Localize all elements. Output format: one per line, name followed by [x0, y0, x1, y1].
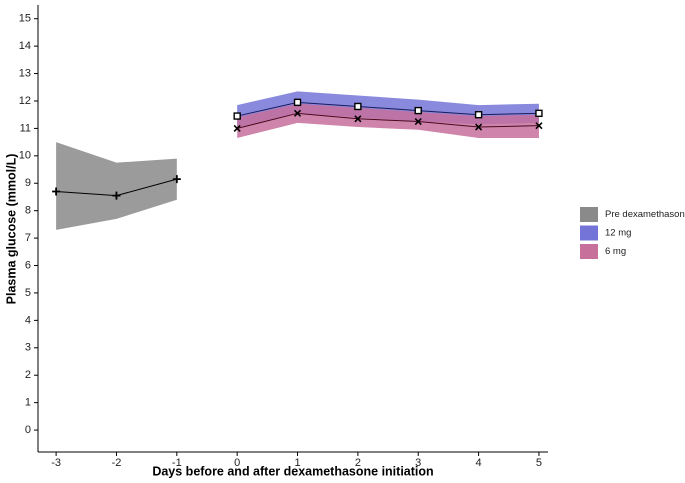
y-tick-label: 8 [25, 205, 31, 217]
mean-line [237, 101, 539, 117]
confidence-band [56, 142, 177, 230]
marker-square [354, 102, 362, 111]
x-tick-label: -3 [51, 457, 61, 469]
legend-label: 6 mg [605, 246, 626, 257]
y-tick-label: 14 [19, 40, 31, 52]
marker-x [233, 124, 241, 132]
marker-x [535, 122, 543, 130]
y-tick-label: 0 [25, 424, 31, 436]
mean-line [237, 112, 539, 129]
legend-label: 12 mg [605, 228, 631, 239]
y-tick-label: 6 [25, 259, 31, 271]
y-tick-label: 1 [25, 397, 31, 409]
confidence-band [237, 103, 539, 139]
x-tick-label: 1 [294, 457, 300, 469]
y-axis-title: Plasma glucose (mmol/L) [4, 154, 18, 305]
legend-label: Pre dexamethasone [605, 209, 685, 220]
legend-swatch [580, 207, 598, 222]
y-tick-label: 5 [25, 287, 31, 299]
marker-plus [172, 175, 181, 184]
y-tick-label: 15 [19, 13, 31, 25]
marker-x [414, 117, 422, 126]
x-tick-label: -2 [112, 457, 122, 469]
y-tick-label: 12 [19, 95, 31, 107]
x-tick-label: 5 [536, 457, 542, 469]
marker-square [535, 109, 543, 118]
y-tick-label: 2 [25, 369, 31, 381]
y-tick-label: 3 [25, 342, 31, 354]
y-tick-label: 10 [19, 150, 31, 162]
x-tick-label: 2 [355, 457, 361, 469]
y-tick-label: 4 [25, 314, 31, 326]
x-tick-label: 0 [234, 457, 240, 469]
y-tick-label: 9 [25, 177, 31, 189]
legend-swatch [580, 225, 598, 241]
marker-square [414, 106, 422, 115]
x-tick-label: 3 [415, 457, 421, 469]
marker-square [474, 110, 483, 119]
legend-swatch [580, 244, 598, 259]
marker-x [475, 123, 483, 131]
marker-x [293, 109, 302, 117]
y-tick-label: 11 [20, 122, 31, 134]
marker-plus [52, 187, 61, 196]
y-tick-label: 13 [19, 67, 31, 79]
marker-square [293, 98, 302, 107]
y-tick-label: 7 [25, 232, 31, 244]
marker-x [354, 115, 362, 123]
marker-square [233, 112, 241, 120]
x-tick-label: -1 [172, 457, 182, 469]
x-tick-label: 4 [476, 457, 482, 469]
x-axis-title: Days before and after dexamethasone init… [152, 464, 433, 478]
marker-plus [112, 191, 121, 200]
